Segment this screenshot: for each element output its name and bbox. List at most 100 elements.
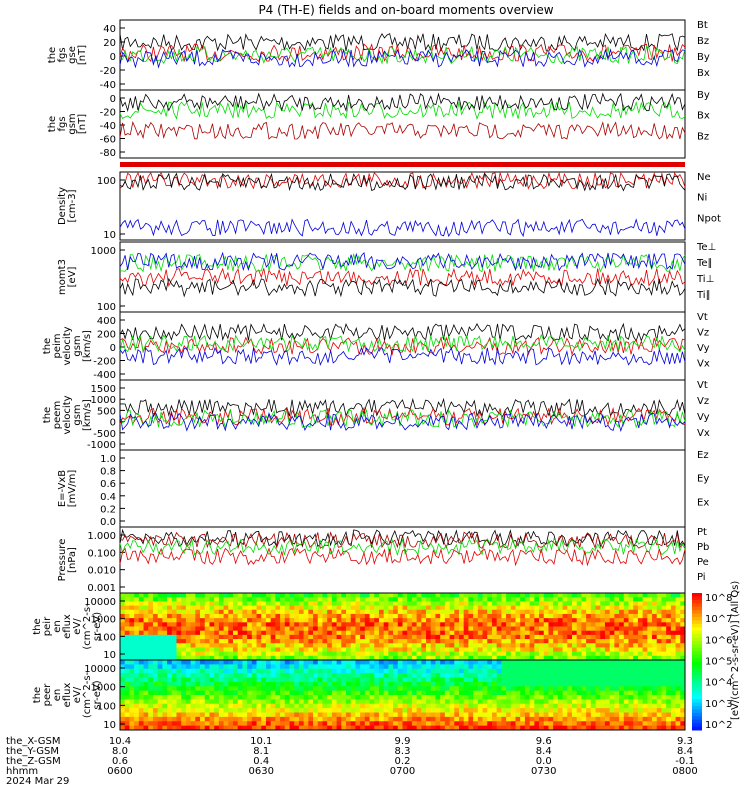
spectrogram-cell [218, 622, 225, 627]
series-line-Bx [119, 92, 686, 113]
spectrogram-cell [228, 716, 234, 722]
spectrogram-cell [666, 681, 672, 687]
spectrogram-cell [477, 634, 484, 640]
spectrogram-cell [468, 613, 474, 619]
spectrogram-cell [661, 613, 667, 619]
spectrogram-cell [265, 613, 272, 619]
spectrogram-cell [120, 643, 126, 648]
spectrogram-cell [138, 593, 145, 598]
spectrogram-cell [633, 605, 639, 611]
spectrogram-cell [586, 609, 592, 615]
spectrogram-cell [275, 630, 281, 636]
y-axis-label-line: the [42, 338, 53, 354]
spectrogram-cell [440, 601, 446, 607]
spectrogram-cell [543, 677, 549, 683]
spectrogram-cell [369, 609, 375, 615]
spectrogram-cell [656, 597, 662, 602]
spectrogram-cell [501, 681, 507, 687]
spectrogram-cell [633, 703, 639, 709]
spectrogram-cell [270, 725, 276, 731]
spectrogram-cell [623, 613, 629, 619]
spectrogram-cell [275, 721, 281, 727]
y-axis-label-line: sr-eV) [92, 612, 103, 641]
spectrogram-cell [680, 622, 686, 627]
spectrogram-cell [265, 622, 272, 627]
spectrogram-cell [656, 655, 662, 661]
spectrogram-cell [623, 609, 629, 615]
spectrogram-cell [204, 664, 210, 670]
series-line-By [119, 101, 686, 120]
spectrogram-cell [303, 593, 309, 598]
spectrogram-cell [247, 643, 253, 648]
spectrogram-cell [402, 712, 408, 718]
spectrogram-cell [426, 613, 432, 619]
spectrogram-cell [562, 597, 568, 602]
spectrogram-cell [242, 647, 248, 653]
spectrogram-cell [459, 695, 465, 700]
spectrogram-cell [604, 626, 611, 632]
spectrogram-cell [506, 725, 512, 731]
spectrogram-cell [675, 703, 681, 709]
y-axis-label-line: the [47, 47, 58, 63]
spectrogram-cell [675, 686, 681, 692]
spectrogram-cell [162, 651, 168, 657]
y-tick-label: 100 [97, 632, 116, 643]
spectrogram-cell [567, 622, 573, 627]
spectrogram-cell [595, 597, 601, 602]
spectrogram-cell [124, 690, 130, 696]
spectrogram-cell [680, 639, 686, 644]
spectrogram-cell [576, 655, 582, 661]
spectrogram-cell [463, 643, 469, 648]
spectrogram-cell [294, 593, 300, 598]
spectrogram-cell [303, 609, 309, 615]
colorbar-cell [692, 699, 702, 704]
spectrogram-cell [572, 690, 578, 696]
spectrogram-cell [134, 618, 140, 623]
spectrogram-cell [204, 708, 210, 713]
spectrogram-cell [383, 681, 389, 687]
spectrogram-cell [411, 668, 418, 674]
spectrogram-cell [247, 655, 253, 661]
y-axis-label-line: en [52, 689, 63, 702]
spectrogram-cell [416, 695, 422, 700]
spectrogram-cell [637, 681, 644, 687]
spectrogram-cell [284, 725, 290, 731]
spectrogram-cell [270, 655, 276, 661]
spectrogram-cell [553, 686, 559, 692]
x-axis-value: -0.1 [675, 756, 695, 767]
spectrogram-cell [623, 655, 629, 661]
spectrogram-cell [586, 699, 592, 705]
y-tick-label: 0 [110, 52, 116, 63]
spectrogram-cell [280, 626, 286, 632]
spectrogram-cell [595, 686, 601, 692]
spectrogram-cell [270, 651, 276, 657]
spectrogram-cell [487, 673, 493, 678]
spectrogram-cell [459, 712, 465, 718]
spectrogram-cell [190, 660, 196, 665]
spectrogram-cell [247, 673, 253, 678]
x-axis-value: 0.6 [112, 756, 128, 767]
y-tick-label: 0.8 [100, 467, 116, 478]
spectrogram-cell [557, 651, 564, 657]
spectrogram-cell [289, 643, 295, 648]
spectrogram-cell [600, 686, 606, 692]
spectrogram-cell [628, 681, 634, 687]
spectrogram-cell [162, 690, 168, 696]
spectrogram-cell [642, 690, 648, 696]
spectrogram-cell [261, 716, 267, 722]
spectrogram-cell [482, 630, 488, 636]
spectrogram-cell [463, 647, 469, 653]
spectrogram-cell [416, 593, 422, 598]
x-axis-value: 8.0 [112, 746, 128, 757]
spectrogram-cell [176, 634, 182, 640]
spectrogram-cell [416, 712, 422, 718]
spectrogram-cell [247, 593, 253, 598]
spectrogram-cell [581, 673, 587, 678]
spectrogram-cell [336, 664, 342, 670]
spectrogram-cell [506, 699, 512, 705]
spectrogram-cell [185, 655, 192, 661]
spectrogram-cell [171, 605, 177, 611]
spectrogram-cell [388, 690, 394, 696]
spectrogram-cell [298, 593, 305, 598]
spectrogram-cell [572, 626, 578, 632]
